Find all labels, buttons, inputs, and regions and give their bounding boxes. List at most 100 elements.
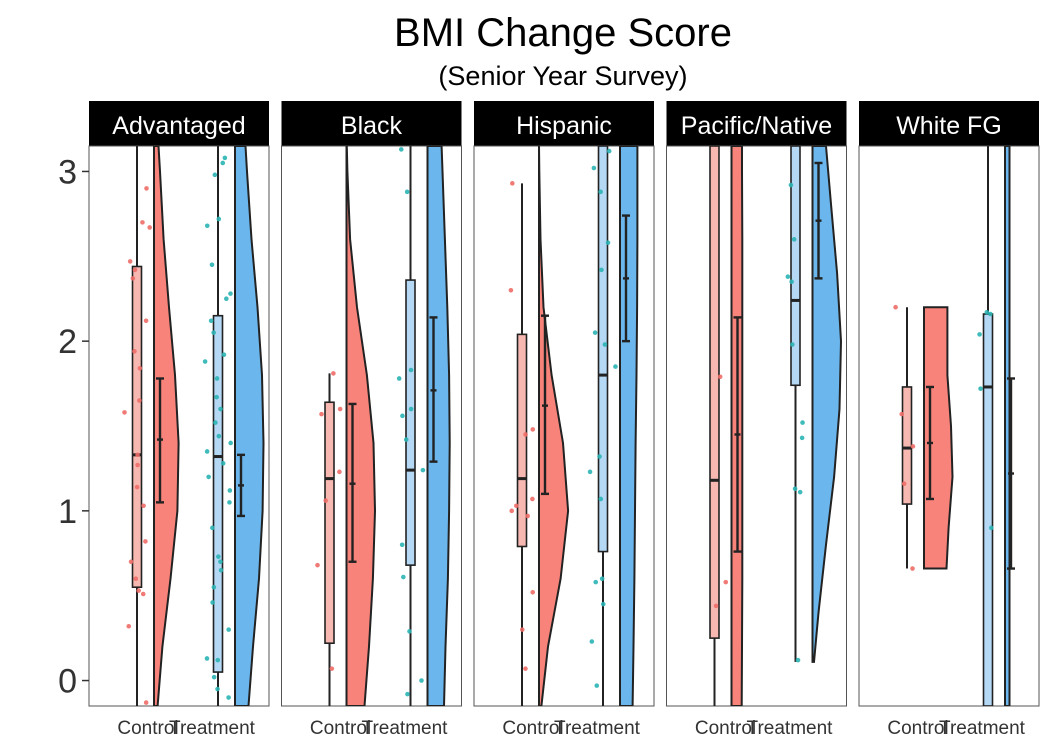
treatment-data-point (597, 454, 602, 459)
treatment-data-point (216, 216, 222, 222)
treatment-data-point (399, 542, 405, 548)
control-data-point (523, 666, 528, 671)
control-data-point (519, 627, 525, 632)
treatment-data-point (210, 600, 215, 605)
panel-content (508, 146, 639, 706)
treatment-data-point (398, 147, 404, 152)
treatment-data-point (795, 657, 801, 663)
treatment-data-point (211, 674, 217, 680)
control-data-point (132, 267, 138, 273)
treatment-box (405, 279, 416, 566)
panel-content (315, 146, 451, 706)
treatment-data-point (988, 525, 994, 531)
treatment-data-point (220, 461, 226, 466)
panels-layer: AdvantagedControlTreatmentBlackControlTr… (88, 101, 1040, 739)
facet-strip (474, 101, 654, 146)
chart-title: BMI Change Score (394, 11, 732, 55)
treatment-data-point (214, 376, 220, 381)
control-data-point (323, 498, 329, 503)
x-tick-label-control: Control (695, 718, 756, 739)
treatment-data-point (419, 678, 424, 683)
control-data-point (128, 559, 134, 565)
y-tick-label: 0 (58, 663, 77, 701)
treatment-data-point (202, 359, 208, 364)
panel-border (858, 145, 1040, 707)
treatment-data-point (977, 332, 982, 337)
treatment-box (212, 314, 224, 673)
panel-content (709, 146, 843, 706)
y-axis: 0 1 2 3 (58, 153, 89, 701)
facet-strip (859, 101, 1039, 146)
control-data-point (337, 406, 343, 412)
facet-strip (666, 101, 847, 146)
control-density-cloud (923, 306, 954, 570)
treatment-data-point (215, 657, 221, 663)
facet-strip (281, 101, 462, 146)
control-data-point (135, 462, 140, 468)
control-data-point (137, 366, 143, 371)
treatment-density-cloud (811, 146, 843, 663)
treatment-box (982, 313, 994, 706)
treatment-data-point (407, 629, 412, 634)
treatment-data-point (591, 165, 597, 171)
control-data-point (337, 469, 342, 475)
treatment-data-point (589, 639, 595, 644)
facet-strip-label: Advantaged (112, 112, 245, 140)
treatment-data-point (228, 291, 233, 296)
treatment-data-point (420, 467, 426, 473)
treatment-data-point (602, 342, 608, 347)
treatment-data-point (984, 310, 990, 315)
treatment-data-point (215, 686, 220, 692)
control-box (131, 265, 143, 589)
control-data-point (122, 410, 127, 415)
treatment-data-point (791, 237, 797, 242)
control-data-point (135, 452, 140, 458)
treatment-data-point (800, 420, 805, 425)
control-data-point (713, 603, 719, 609)
control-data-point (143, 700, 149, 705)
treatment-data-point (216, 554, 221, 559)
treatment-data-point (599, 267, 604, 273)
panel-border (88, 145, 270, 707)
facet-strip-label: Pacific/Native (681, 112, 832, 140)
treatment-data-point (792, 486, 798, 492)
treatment-data-point (211, 584, 217, 590)
control-data-point (510, 181, 515, 186)
treatment-data-point (208, 318, 214, 324)
control-box (324, 401, 335, 645)
x-tick-label-treatment: Treatment (747, 718, 834, 739)
control-data-point (910, 566, 915, 571)
x-tick-label-control: Control (117, 718, 178, 739)
x-tick-label-control: Control (310, 718, 371, 739)
x-tick-label-control: Control (887, 718, 948, 739)
control-data-point (147, 225, 152, 230)
panel-content (893, 146, 1015, 706)
control-density-cloud (153, 146, 180, 706)
treatment-data-point (227, 488, 233, 493)
treatment-data-point (221, 352, 227, 358)
control-data-point (140, 591, 146, 597)
treatment-box (790, 146, 801, 387)
y-tick-label: 3 (58, 153, 77, 191)
treatment-data-point (396, 376, 402, 381)
control-data-point (137, 398, 142, 403)
treatment-data-point (594, 683, 600, 688)
treatment-data-point (220, 160, 226, 166)
treatment-data-point (218, 559, 223, 565)
treatment-data-point (598, 189, 603, 195)
treatment-data-point (587, 469, 593, 475)
control-data-point (723, 579, 729, 585)
control-data-point (136, 588, 141, 593)
treatment-data-point (226, 627, 231, 632)
treatment-data-point (400, 413, 405, 419)
control-data-point (899, 411, 905, 417)
control-data-point (141, 503, 146, 509)
treatment-data-point (204, 223, 210, 229)
control-data-point (140, 220, 145, 225)
treatment-box (597, 146, 609, 553)
treatment-density-cloud (1004, 146, 1011, 706)
control-data-point (329, 666, 335, 671)
